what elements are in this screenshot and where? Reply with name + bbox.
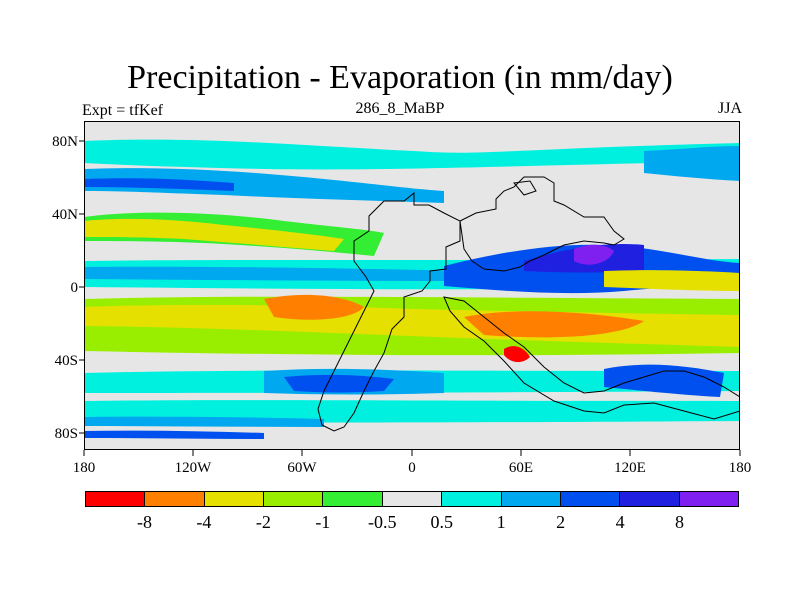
colorbar-swatch	[442, 492, 502, 506]
xtick-label-180-left: 180	[72, 460, 96, 476]
season-label: JJA	[717, 100, 742, 117]
colorbar	[85, 491, 739, 507]
colorbar-swatch	[679, 492, 738, 506]
filled-contours	[84, 139, 740, 439]
colorbar-label: 1	[496, 512, 506, 532]
island-south-outline	[513, 180, 537, 196]
colorbar-swatch	[264, 492, 324, 506]
colorbar-label: 0.5	[430, 512, 453, 532]
colorbar-label: 2	[556, 512, 566, 532]
coastline-outlines	[317, 176, 740, 432]
map-svg	[84, 121, 740, 450]
colorbar-swatch	[501, 492, 561, 506]
colorbar-label: -0.5	[368, 512, 397, 532]
monsoon-core	[574, 244, 614, 265]
dry-core-extreme	[504, 346, 530, 363]
band-north-wet-east	[644, 146, 740, 181]
ytick-label-40n: 40N	[52, 207, 78, 223]
colorbar-swatch	[145, 492, 205, 506]
dry-core-west	[264, 294, 364, 320]
xtick-label-0: 0	[408, 460, 416, 476]
colorbar-swatch	[382, 492, 443, 506]
band-north-wet-strong	[84, 178, 234, 191]
tick-marks	[79, 140, 741, 456]
xtick-label-60w: 60W	[287, 460, 317, 476]
dry-core-central	[464, 311, 644, 338]
band-subtropic-north-yellow	[84, 218, 344, 251]
landmass-northwest-outline	[317, 191, 461, 432]
colorbar-swatch	[323, 492, 383, 506]
ytick-label-80s: 80S	[54, 426, 78, 442]
colorbar-label: -8	[136, 512, 152, 532]
band-tropics-blue	[84, 266, 464, 281]
map-plot-area	[79, 121, 741, 456]
band-north-wet-mid	[84, 168, 444, 203]
band-polar-south-strong	[84, 430, 264, 439]
landmass-south-outline	[443, 296, 740, 420]
colorbar-label: 8	[675, 512, 685, 532]
plot-frame	[84, 121, 740, 450]
band-polar-south	[84, 400, 740, 423]
band-south-strong	[284, 374, 394, 393]
colorbar-label: -4	[196, 512, 212, 532]
xtick-label-180-right: 180	[728, 460, 752, 476]
colorbar-label: -1	[315, 512, 331, 532]
xtick-label-120e: 120E	[614, 460, 646, 476]
period-label: 286_8_MaBP	[355, 100, 445, 117]
map-title: Precipitation - Evaporation (in mm/day)	[127, 59, 673, 96]
band-east-north-yellow	[604, 270, 740, 291]
colorbar-swatch	[560, 492, 621, 506]
xtick-label-60e: 60E	[508, 460, 534, 476]
colorbar-swatch	[204, 492, 265, 506]
colorbar-swatch	[620, 492, 680, 506]
colorbar-label: 4	[615, 512, 625, 532]
landmass-northeast-outline	[459, 176, 625, 272]
xtick-label-120w: 120W	[174, 460, 212, 476]
ytick-label-80n: 80N	[52, 134, 78, 150]
colorbar-label: -2	[255, 512, 271, 532]
experiment-label: Expt = tfKef	[82, 102, 163, 119]
band-north-wet-light	[84, 139, 740, 170]
band-south-east-strong	[604, 364, 724, 397]
ytick-label-0: 0	[70, 280, 79, 296]
ytick-label-40s: 40S	[54, 353, 78, 369]
band-polar-south-blue	[84, 416, 324, 427]
colorbar-swatch	[86, 492, 146, 506]
